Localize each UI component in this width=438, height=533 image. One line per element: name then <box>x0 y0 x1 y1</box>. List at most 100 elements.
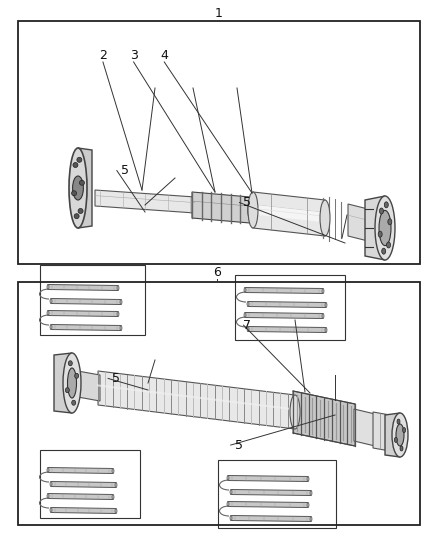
Text: 5: 5 <box>244 196 251 209</box>
Ellipse shape <box>63 353 81 413</box>
Ellipse shape <box>396 424 404 446</box>
Ellipse shape <box>227 475 229 481</box>
Ellipse shape <box>403 427 406 433</box>
Text: 2: 2 <box>99 50 107 62</box>
Ellipse shape <box>310 490 312 496</box>
Polygon shape <box>231 515 311 521</box>
Ellipse shape <box>392 413 408 457</box>
Polygon shape <box>373 412 390 451</box>
Text: 5: 5 <box>235 439 243 451</box>
Ellipse shape <box>69 148 87 228</box>
Polygon shape <box>248 302 326 308</box>
Ellipse shape <box>117 311 119 317</box>
Polygon shape <box>293 391 355 446</box>
Polygon shape <box>248 327 326 333</box>
Polygon shape <box>385 413 400 457</box>
Polygon shape <box>48 494 113 499</box>
Ellipse shape <box>71 191 77 196</box>
Ellipse shape <box>47 467 49 472</box>
Text: 4: 4 <box>160 50 168 62</box>
Polygon shape <box>51 325 121 330</box>
Polygon shape <box>48 467 113 473</box>
Polygon shape <box>228 502 308 507</box>
Ellipse shape <box>247 302 249 306</box>
Polygon shape <box>231 489 311 496</box>
Polygon shape <box>354 409 375 446</box>
Ellipse shape <box>227 502 229 506</box>
Ellipse shape <box>379 208 383 214</box>
Ellipse shape <box>322 288 324 294</box>
Ellipse shape <box>50 298 52 303</box>
Ellipse shape <box>397 419 400 424</box>
Ellipse shape <box>73 163 78 167</box>
Ellipse shape <box>325 327 327 333</box>
Ellipse shape <box>230 515 232 521</box>
Ellipse shape <box>72 400 76 405</box>
Ellipse shape <box>117 286 119 290</box>
Polygon shape <box>348 204 368 241</box>
Ellipse shape <box>387 242 391 248</box>
Ellipse shape <box>375 196 395 260</box>
Ellipse shape <box>50 507 52 513</box>
Text: 5: 5 <box>121 164 129 177</box>
Ellipse shape <box>112 495 114 499</box>
Bar <box>18 21 420 264</box>
Bar <box>235 275 345 340</box>
Ellipse shape <box>120 326 122 330</box>
Ellipse shape <box>47 494 49 498</box>
Polygon shape <box>54 353 72 413</box>
Polygon shape <box>192 192 250 223</box>
Polygon shape <box>72 370 100 401</box>
Polygon shape <box>95 190 195 213</box>
Ellipse shape <box>325 303 327 308</box>
Polygon shape <box>245 312 323 319</box>
Ellipse shape <box>307 477 309 481</box>
Text: 6: 6 <box>213 266 221 279</box>
Polygon shape <box>51 481 116 488</box>
Ellipse shape <box>290 395 300 429</box>
Polygon shape <box>253 192 325 236</box>
Ellipse shape <box>77 157 82 163</box>
Ellipse shape <box>115 482 117 488</box>
Ellipse shape <box>112 469 114 473</box>
Ellipse shape <box>322 313 324 319</box>
Polygon shape <box>51 298 121 304</box>
Polygon shape <box>365 196 385 260</box>
Bar <box>18 282 420 525</box>
Bar <box>40 265 145 335</box>
Ellipse shape <box>47 285 49 289</box>
Ellipse shape <box>310 516 312 521</box>
Ellipse shape <box>50 325 52 329</box>
Ellipse shape <box>394 438 397 442</box>
Polygon shape <box>48 311 118 317</box>
Polygon shape <box>51 507 116 513</box>
Ellipse shape <box>247 327 249 332</box>
Bar <box>218 460 336 528</box>
Ellipse shape <box>230 489 232 495</box>
Polygon shape <box>98 371 295 429</box>
Ellipse shape <box>74 214 79 219</box>
Ellipse shape <box>378 231 382 237</box>
Ellipse shape <box>78 208 83 214</box>
Ellipse shape <box>381 248 386 254</box>
Polygon shape <box>253 205 325 222</box>
Ellipse shape <box>50 481 52 487</box>
Ellipse shape <box>244 287 246 293</box>
Ellipse shape <box>65 387 69 393</box>
Ellipse shape <box>68 361 72 366</box>
Text: 7: 7 <box>244 319 251 332</box>
Ellipse shape <box>248 192 258 228</box>
Ellipse shape <box>79 180 85 185</box>
Ellipse shape <box>67 368 77 398</box>
Text: 5: 5 <box>112 372 120 385</box>
Polygon shape <box>78 148 92 228</box>
Text: 3: 3 <box>130 50 138 62</box>
Ellipse shape <box>244 312 246 318</box>
Ellipse shape <box>388 219 392 225</box>
Polygon shape <box>228 475 308 481</box>
Text: 1: 1 <box>215 7 223 20</box>
Ellipse shape <box>74 373 79 378</box>
Ellipse shape <box>320 200 330 236</box>
Ellipse shape <box>379 211 391 246</box>
Ellipse shape <box>384 202 389 208</box>
